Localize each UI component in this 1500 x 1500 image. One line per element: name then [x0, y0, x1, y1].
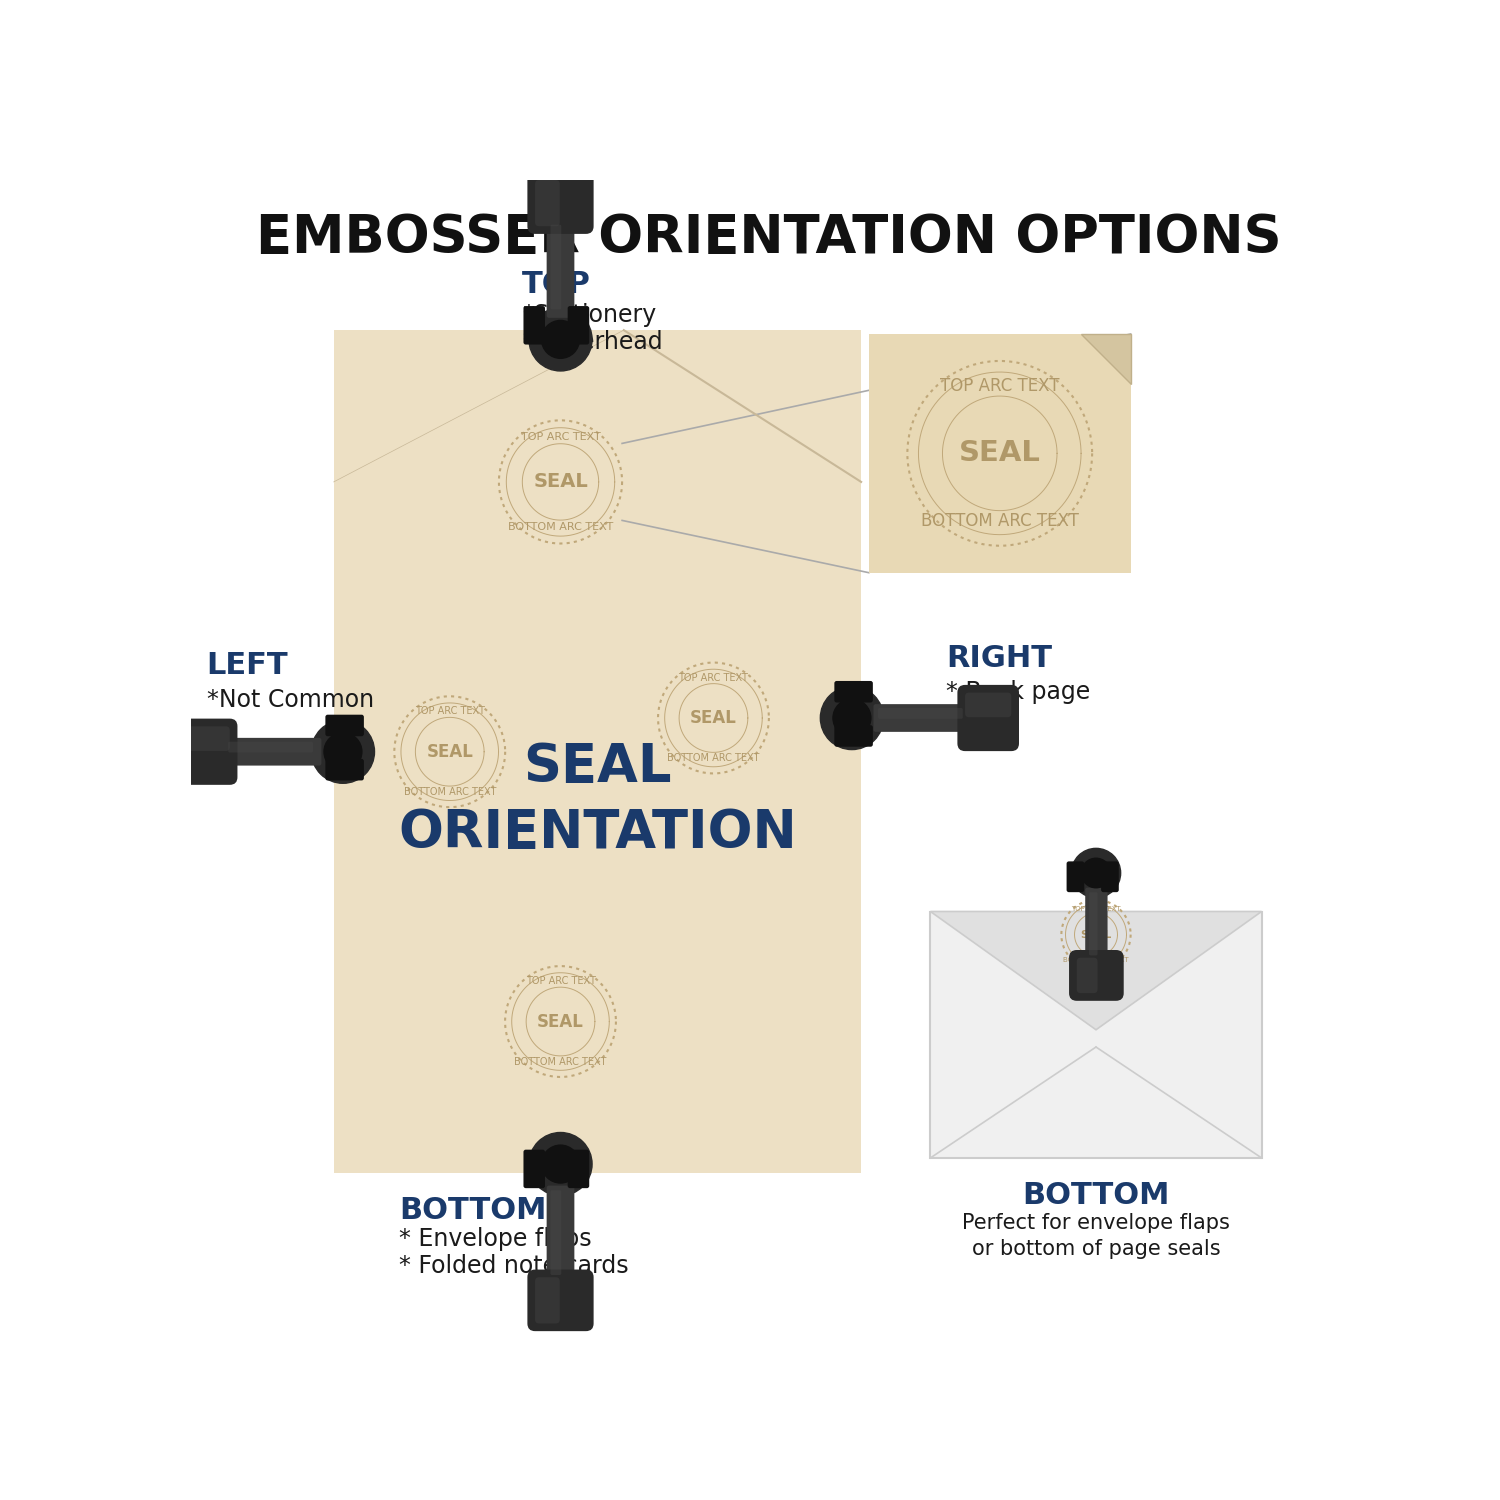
Text: TOP ARC TEXT: TOP ARC TEXT: [940, 376, 1059, 394]
FancyBboxPatch shape: [567, 1149, 590, 1188]
FancyBboxPatch shape: [528, 1269, 594, 1330]
FancyBboxPatch shape: [873, 704, 972, 732]
Text: * Book page: * Book page: [946, 681, 1090, 705]
FancyBboxPatch shape: [326, 759, 364, 780]
FancyBboxPatch shape: [528, 172, 594, 234]
Text: BOTTOM: BOTTOM: [399, 1197, 546, 1225]
Circle shape: [542, 321, 579, 358]
Text: * Envelope flaps: * Envelope flaps: [399, 1227, 592, 1251]
FancyBboxPatch shape: [1066, 861, 1084, 892]
FancyBboxPatch shape: [1070, 950, 1124, 1000]
FancyBboxPatch shape: [957, 686, 1018, 752]
FancyBboxPatch shape: [176, 718, 237, 784]
Text: BOTTOM ARC TEXT: BOTTOM ARC TEXT: [668, 753, 759, 764]
Polygon shape: [1080, 334, 1131, 384]
Text: TOP ARC TEXT: TOP ARC TEXT: [416, 706, 484, 717]
Text: LEFT: LEFT: [207, 651, 288, 681]
Text: SEAL: SEAL: [690, 710, 736, 728]
FancyBboxPatch shape: [536, 1278, 560, 1323]
Text: SEAL: SEAL: [537, 1013, 584, 1031]
FancyBboxPatch shape: [536, 180, 560, 226]
FancyBboxPatch shape: [930, 912, 1262, 1158]
Text: BOTTOM ARC TEXT: BOTTOM ARC TEXT: [509, 522, 614, 532]
FancyBboxPatch shape: [1084, 888, 1107, 965]
FancyBboxPatch shape: [224, 738, 321, 765]
FancyBboxPatch shape: [964, 693, 1011, 717]
Text: BOTTOM ARC TEXT: BOTTOM ARC TEXT: [921, 512, 1078, 530]
Text: TOP: TOP: [522, 270, 591, 300]
Text: SEAL: SEAL: [426, 742, 472, 760]
FancyBboxPatch shape: [834, 724, 873, 747]
Circle shape: [833, 699, 872, 736]
FancyBboxPatch shape: [546, 1185, 574, 1284]
Polygon shape: [930, 912, 1262, 1030]
FancyBboxPatch shape: [550, 1190, 561, 1275]
Text: *Not Common: *Not Common: [207, 688, 374, 712]
FancyBboxPatch shape: [550, 225, 561, 309]
FancyBboxPatch shape: [333, 330, 861, 1173]
FancyBboxPatch shape: [326, 714, 364, 736]
FancyBboxPatch shape: [524, 1149, 544, 1188]
Text: * Folded note cards: * Folded note cards: [399, 1254, 628, 1278]
Text: *Stationery: *Stationery: [522, 303, 657, 327]
Circle shape: [312, 720, 375, 783]
Text: EMBOSSER ORIENTATION OPTIONS: EMBOSSER ORIENTATION OPTIONS: [256, 211, 1281, 264]
Circle shape: [1071, 849, 1120, 897]
Circle shape: [530, 1132, 592, 1196]
Text: RIGHT: RIGHT: [946, 644, 1052, 674]
Text: BOTTOM ARC TEXT: BOTTOM ARC TEXT: [514, 1058, 606, 1066]
Text: *Letterhead: *Letterhead: [522, 330, 663, 354]
Text: BOTTOM: BOTTOM: [1023, 1180, 1170, 1210]
FancyBboxPatch shape: [878, 708, 963, 718]
Circle shape: [1082, 858, 1112, 888]
Text: SEAL: SEAL: [524, 741, 672, 794]
Circle shape: [821, 687, 884, 750]
FancyBboxPatch shape: [567, 306, 590, 345]
Text: ORIENTATION: ORIENTATION: [398, 807, 796, 858]
Text: BOTTOM ARC TEXT: BOTTOM ARC TEXT: [404, 788, 496, 796]
Text: SEAL: SEAL: [958, 440, 1041, 468]
Text: TOP ARC TEXT: TOP ARC TEXT: [1071, 906, 1120, 912]
Text: or bottom of page seals: or bottom of page seals: [972, 1239, 1221, 1258]
Text: BOTTOM ARC TEXT: BOTTOM ARC TEXT: [1064, 957, 1130, 963]
Text: TOP ARC TEXT: TOP ARC TEXT: [520, 432, 600, 442]
Text: TOP ARC TEXT: TOP ARC TEXT: [678, 672, 748, 682]
FancyBboxPatch shape: [834, 681, 873, 702]
Text: SEAL: SEAL: [1080, 930, 1112, 939]
FancyBboxPatch shape: [1077, 957, 1098, 993]
Circle shape: [542, 1144, 579, 1184]
FancyBboxPatch shape: [524, 306, 544, 345]
Text: TOP ARC TEXT: TOP ARC TEXT: [525, 976, 596, 986]
FancyBboxPatch shape: [546, 220, 574, 318]
Circle shape: [530, 308, 592, 370]
FancyBboxPatch shape: [868, 334, 1131, 573]
FancyBboxPatch shape: [1101, 861, 1119, 892]
Circle shape: [324, 734, 362, 771]
FancyBboxPatch shape: [1089, 892, 1098, 956]
FancyBboxPatch shape: [183, 726, 230, 752]
Text: SEAL: SEAL: [532, 472, 588, 492]
Text: Perfect for envelope flaps: Perfect for envelope flaps: [962, 1214, 1230, 1233]
FancyBboxPatch shape: [228, 741, 314, 753]
